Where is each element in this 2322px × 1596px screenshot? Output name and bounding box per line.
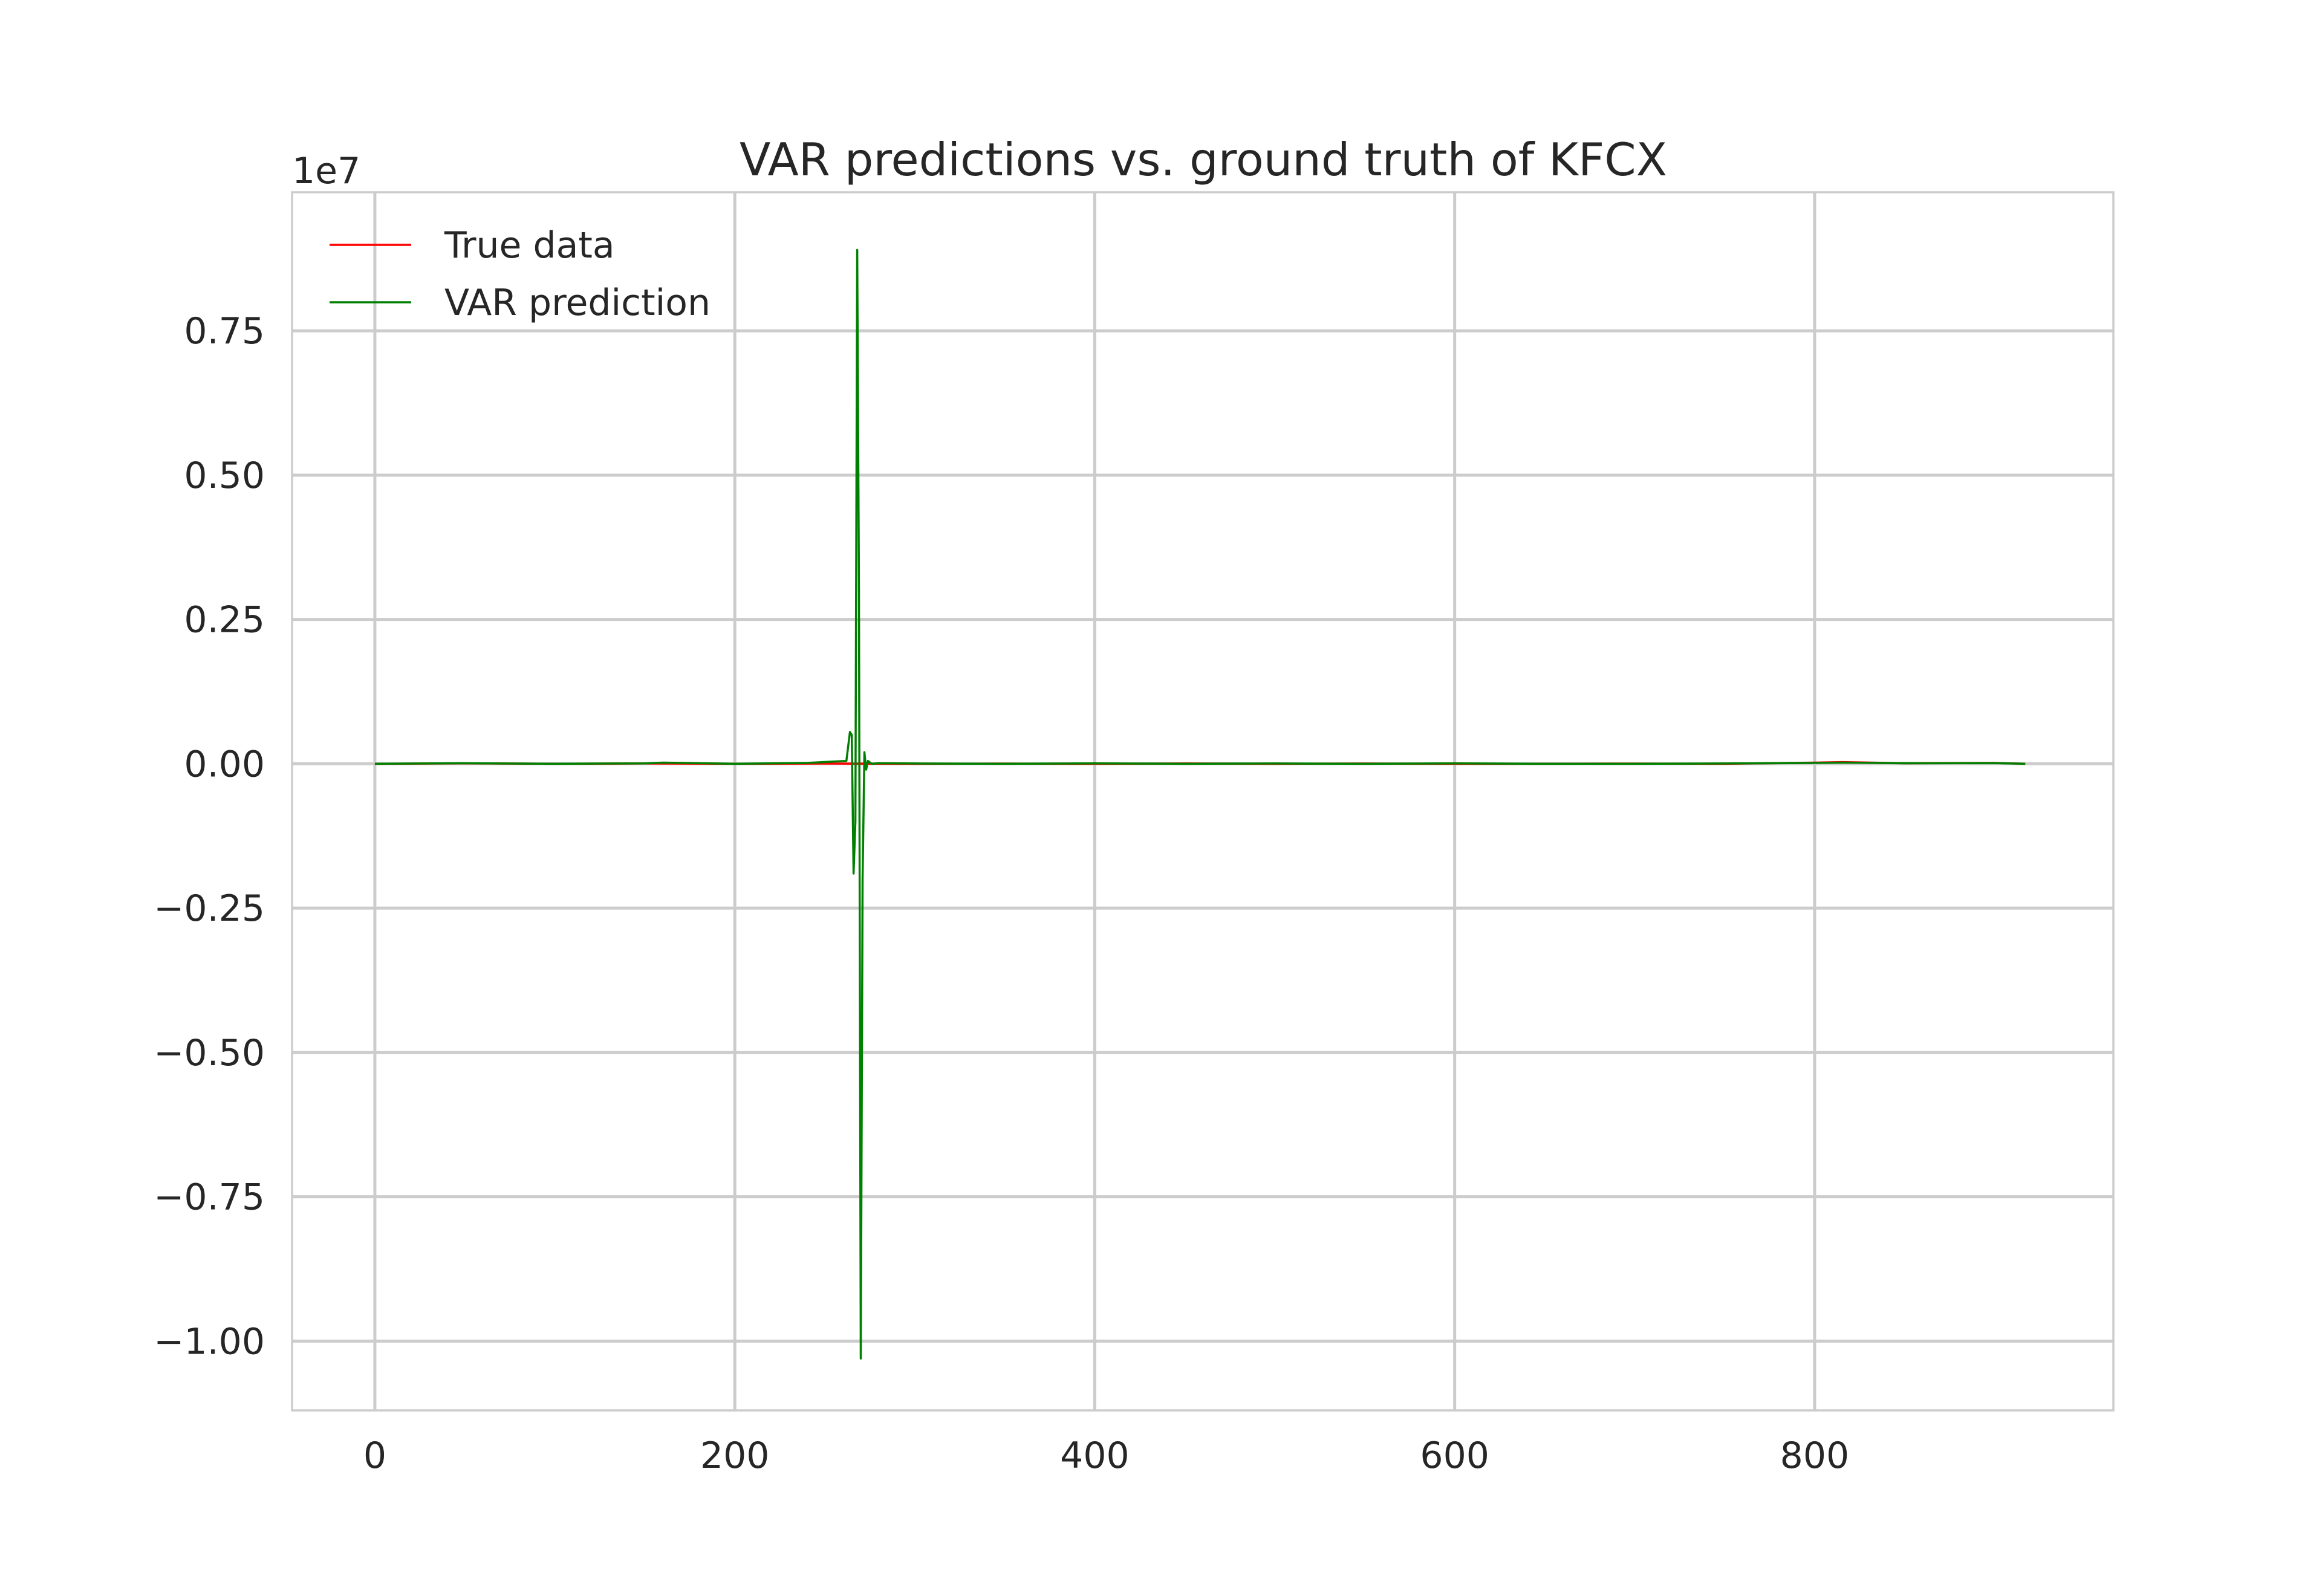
- legend-label: True data: [444, 224, 615, 267]
- series-line-1: [374, 248, 2026, 1360]
- x-tick-label: 600: [1420, 1435, 1489, 1477]
- y-tick-label: 0.25: [184, 599, 265, 641]
- y-axis: 0.75 0.50 0.25 0.00 −0.25 −0.50 −0.75 −1.00: [154, 310, 265, 1363]
- plot-frame: [291, 191, 2115, 1412]
- y-tick-label: −0.25: [154, 887, 265, 930]
- x-tick-label: 400: [1060, 1435, 1130, 1477]
- y-tick-label: 0.50: [184, 455, 265, 497]
- y-tick-label: −0.50: [154, 1032, 265, 1074]
- y-tick-label: 0.75: [184, 310, 265, 352]
- chart-title: VAR predictions vs. ground truth of KFCX: [740, 133, 1667, 186]
- y-offset-label: 1e7: [292, 150, 360, 192]
- x-tick-label: 800: [1780, 1435, 1850, 1477]
- y-tick-label: −0.75: [154, 1176, 265, 1219]
- x-axis: 0 200 400 600 800: [363, 1435, 1849, 1477]
- legend-label: VAR prediction: [444, 282, 711, 324]
- series-layer: [374, 248, 2026, 1360]
- y-tick-label: 0.00: [184, 743, 265, 785]
- y-tick-label: −1.00: [154, 1320, 265, 1363]
- x-tick-label: 200: [700, 1435, 770, 1477]
- plot-area: [292, 192, 2113, 1410]
- x-tick-label: 0: [363, 1435, 386, 1477]
- legend: True data VAR prediction: [330, 224, 711, 324]
